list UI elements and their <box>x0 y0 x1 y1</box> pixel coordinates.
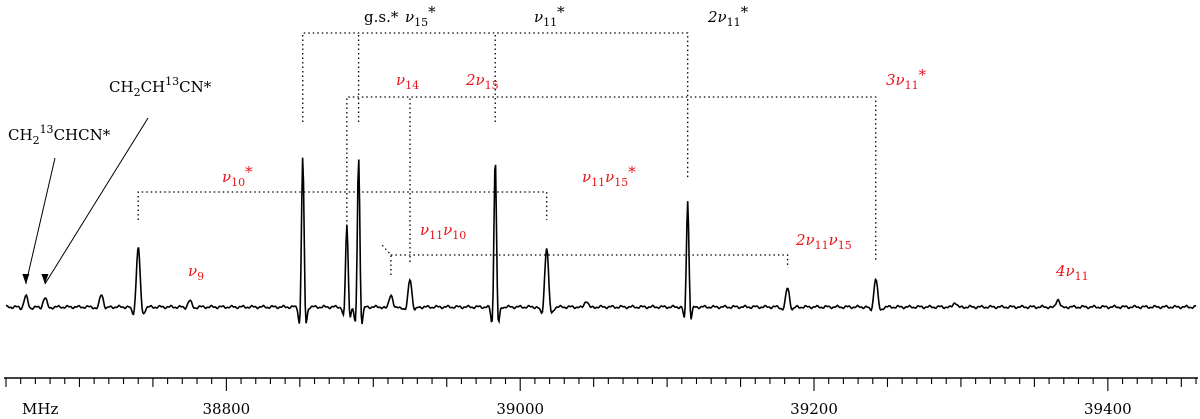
connector-v11v10-a <box>381 244 392 275</box>
connector-ground-series <box>302 32 689 178</box>
connector-v11v10-b <box>390 254 789 268</box>
peak-label-2v11: 2ν11* <box>707 3 749 29</box>
peak-label-ch213chcn: CH213CHCN* <box>8 123 111 147</box>
peak-label-v11v10: ν11ν10 <box>420 221 466 242</box>
connector-layer <box>22 32 877 285</box>
peak-label-ch2ch13cn: CH2CH13CN* <box>109 75 212 99</box>
tick-layer: 38800 39000 39200 39400 <box>5 378 1197 418</box>
peak-label-v11v15: ν11ν15* <box>582 163 636 189</box>
x-tick-label: 39000 <box>496 400 544 418</box>
peak-label-v11: ν11* <box>534 3 565 29</box>
peak-label-3v11: 3ν11* <box>886 66 927 92</box>
connector-v14-series <box>346 96 877 262</box>
peak-label-2v11v15: 2ν11ν15 <box>795 231 852 252</box>
spectrum-trace <box>5 157 1197 325</box>
label-layer: g.s.* ν15* ν11* 2ν11* ν14 2ν15 3ν11* ν10* ν11ν15… <box>8 3 1089 283</box>
x-axis-unit-label: MHz <box>22 400 58 418</box>
peak-label-v10: ν10* <box>222 163 253 189</box>
x-axis: 38800 39000 39200 39400 MHz <box>4 377 1198 418</box>
arrow-ch213chcn <box>22 157 56 285</box>
x-tick-label: 39400 <box>1084 400 1132 418</box>
peak-label-v15: ν15* <box>405 3 436 29</box>
connector-v10-series <box>137 191 548 220</box>
peak-label-v14: ν14 <box>396 71 419 92</box>
x-tick-label: 38800 <box>203 400 251 418</box>
peak-label-2v15: 2ν15 <box>465 71 499 92</box>
arrow-ch2ch13cn <box>41 117 149 285</box>
x-tick-label: 39200 <box>790 400 838 418</box>
peak-label-4v11: 4ν11 <box>1055 262 1089 283</box>
peak-label-gs: g.s.* <box>364 8 399 26</box>
peak-label-v9: ν9 <box>188 262 204 283</box>
trace-layer <box>5 157 1197 325</box>
